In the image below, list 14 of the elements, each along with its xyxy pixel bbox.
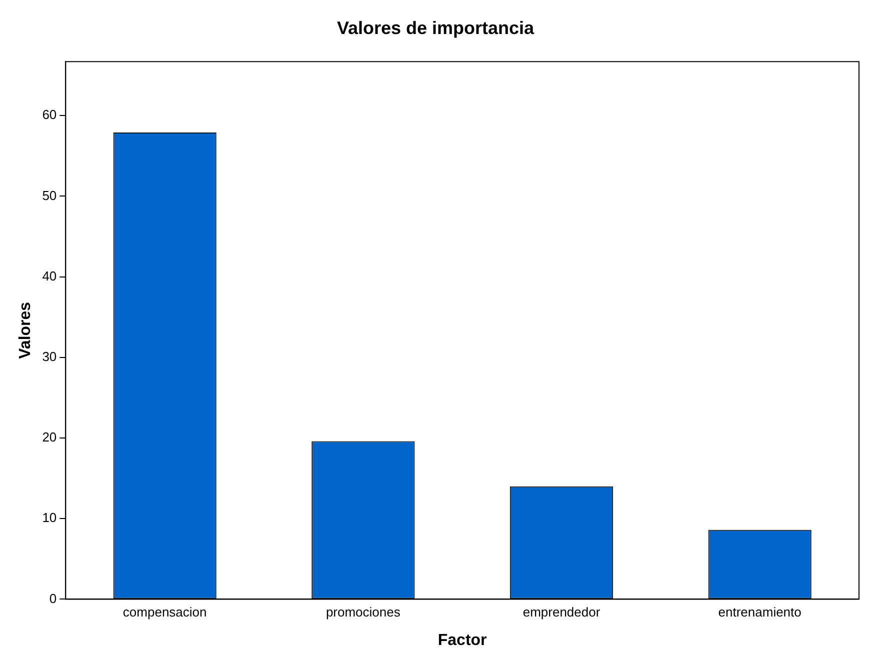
x-tick-label: promociones	[326, 604, 401, 620]
chart-title: Valores de importancia	[336, 18, 536, 38]
x-tick-label: compensacion	[122, 604, 207, 620]
y-tick-label: 60	[42, 107, 57, 122]
y-tick-label: 40	[42, 268, 57, 284]
y-tick-label: 10	[42, 510, 57, 526]
y-tick-label: 20	[42, 430, 57, 445]
y-tick-label: 30	[42, 348, 57, 364]
x-tick-label: emprendedor	[522, 604, 601, 620]
x-tick-label: entrenamiento	[718, 604, 802, 620]
y-tick-label: 50	[42, 188, 57, 203]
y-tick-label: 0	[49, 590, 57, 606]
x-axis-title: Factor	[438, 632, 487, 649]
y-axis-title: Valores	[17, 302, 34, 359]
